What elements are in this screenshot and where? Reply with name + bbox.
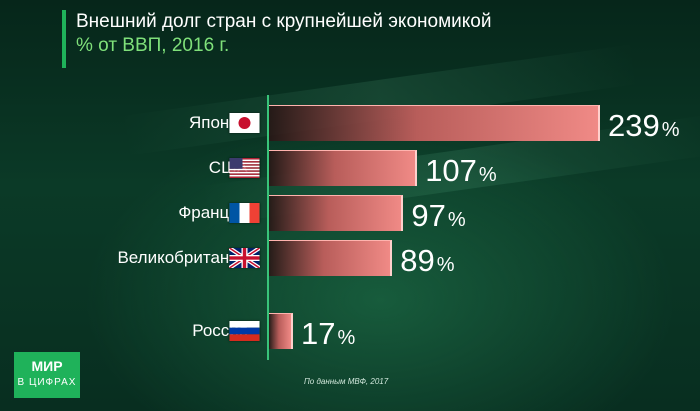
chart-subtitle: % от ВВП, 2016 г.: [76, 35, 230, 56]
japan-flag-icon: [229, 113, 260, 133]
bar-value-unit: %: [436, 254, 455, 276]
logo-line-2: В ЦИФРАХ: [17, 377, 77, 388]
logo-line-1: МИР: [31, 358, 63, 374]
bar-value-unit: %: [447, 209, 466, 231]
bar-value-label: 89%: [400, 243, 454, 283]
source-note: По данным МВФ, 2017: [304, 377, 389, 386]
bar-value-number: 17: [301, 316, 336, 351]
bar-category-label: Великобритания: [117, 248, 248, 267]
chart-title: Внешний долг стран с крупнейшей экономик…: [76, 11, 492, 32]
bar-value-number: 107: [425, 153, 477, 188]
uk-flag-icon: [228, 246, 261, 270]
bar-value-unit: %: [337, 327, 356, 349]
bar-value-number: 89: [400, 243, 435, 278]
bar-value-unit: %: [478, 164, 497, 186]
france-flag-icon: [229, 203, 260, 223]
bar-value-label: 239%: [608, 108, 680, 148]
bar: [269, 240, 393, 276]
russia-flag-icon: [229, 321, 260, 341]
channel-logo: МИР В ЦИФРАХ: [14, 352, 80, 398]
bar-value-number: 97: [411, 198, 446, 233]
bar-value-number: 239: [608, 108, 660, 143]
bar-value-label: 17%: [301, 316, 355, 356]
axis-line: [267, 95, 269, 360]
bar-value-label: 107%: [425, 153, 497, 193]
bar-value-unit: %: [661, 119, 680, 141]
bar: [269, 313, 293, 349]
bar: [269, 105, 600, 141]
usa-flag-icon: [229, 158, 260, 178]
bar-value-label: 97%: [411, 198, 465, 238]
chart-header: Внешний долг стран с крупнейшей экономик…: [62, 10, 532, 68]
bar: [269, 195, 404, 231]
bar: [269, 150, 418, 186]
